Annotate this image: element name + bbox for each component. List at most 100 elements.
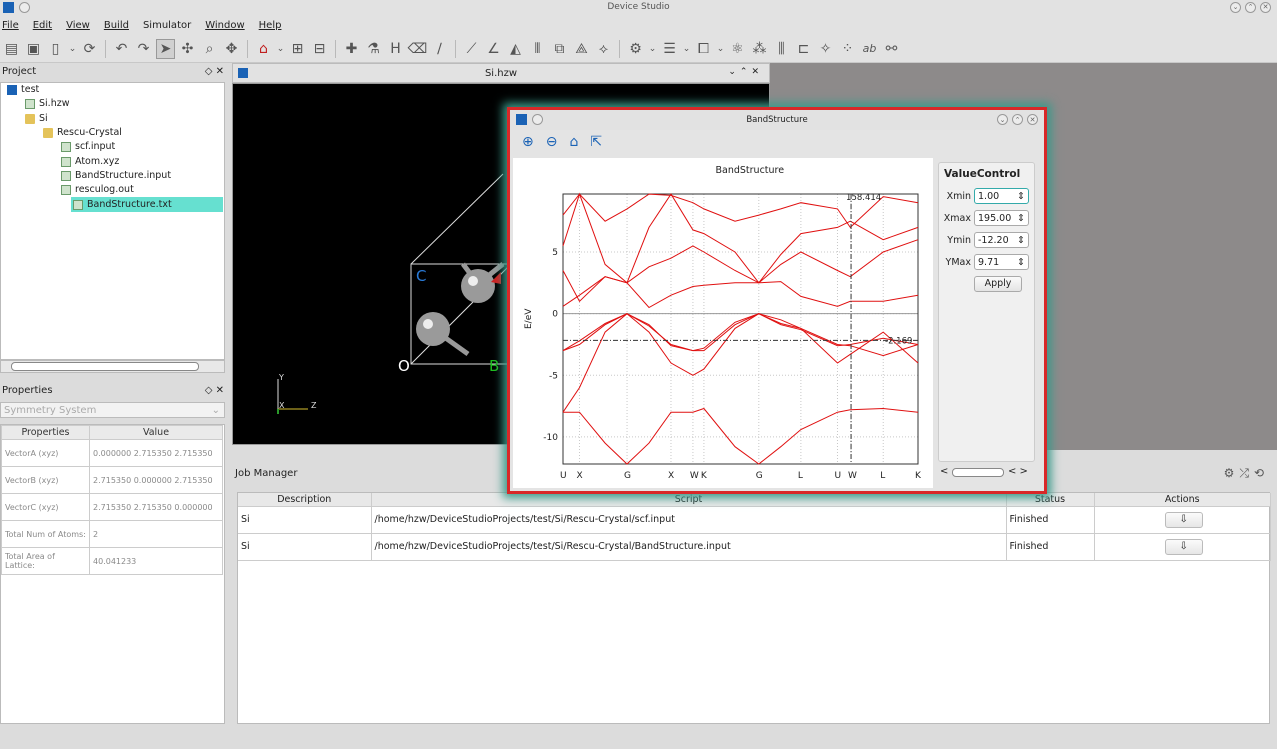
grid-view-icon[interactable]: ⊞	[291, 40, 304, 57]
maximize-button[interactable]: ⌃	[1245, 2, 1256, 13]
zoom-icon[interactable]: ⌕	[205, 40, 214, 57]
close-button[interactable]: ✕	[1027, 114, 1038, 125]
symmetry-dropdown[interactable]: Symmetry System ⌄	[0, 402, 225, 418]
measure-icon[interactable]: ⟋	[466, 40, 477, 57]
minimize-button[interactable]: ⌄	[1230, 2, 1241, 13]
refresh-icon[interactable]: ⟳	[83, 40, 96, 57]
scroll-left-icon[interactable]: <	[940, 466, 949, 477]
dropdown-arrow-icon[interactable]: ⌄	[682, 43, 691, 54]
tree-item[interactable]: test	[1, 83, 224, 97]
zoom-out-icon[interactable]: ⊖	[545, 134, 558, 150]
hydrogen-icon[interactable]: H	[390, 40, 401, 57]
panel-float-close-icon[interactable]: ◇ ✕	[204, 384, 224, 396]
box-icon[interactable]: ⧠	[697, 40, 710, 57]
si-atom[interactable]	[416, 312, 450, 346]
home-icon[interactable]: ⌂	[259, 40, 268, 57]
control-hscrollbar[interactable]: < < >	[938, 466, 1035, 480]
xmin-spinbox[interactable]: 1.00 ⇕	[974, 188, 1029, 204]
cluster-icon[interactable]: ⁂	[752, 40, 767, 57]
menu-file[interactable]: File	[2, 20, 19, 31]
device-icon[interactable]: ⊏	[797, 40, 810, 57]
job-manager-tools-icon[interactable]: ⚙⤮⟲	[1223, 466, 1269, 480]
menu-build[interactable]: Build	[103, 20, 129, 31]
grid-alt-icon[interactable]: ⊟	[313, 40, 326, 57]
dots-icon[interactable]: ⁘	[841, 40, 854, 57]
link-icon[interactable]: ⚯	[885, 40, 898, 57]
tree-item[interactable]: Rescu-Crystal	[1, 126, 224, 140]
zoom-in-icon[interactable]: ⊕	[522, 134, 534, 150]
bond-icon[interactable]: ∕	[437, 40, 442, 57]
menu-view[interactable]: View	[66, 20, 90, 31]
menu-edit[interactable]: Edit	[32, 20, 53, 31]
scroll-thumb[interactable]	[11, 362, 199, 371]
dropdown-arrow-icon[interactable]: ⌄	[716, 43, 725, 54]
tree-item[interactable]: scf.input	[1, 140, 224, 154]
open-icon[interactable]: ▤	[4, 40, 19, 57]
ymin-spinbox[interactable]: -12.20 ⇕	[974, 232, 1029, 248]
window-menu-icon[interactable]	[532, 114, 543, 125]
scroll-right-icon[interactable]: < >	[1008, 466, 1028, 477]
atom-tool-icon[interactable]: ⚗	[367, 40, 380, 57]
tree-item[interactable]: BandStructure.input	[1, 169, 224, 183]
mirror-icon[interactable]: ◭	[510, 40, 521, 57]
job-row[interactable]: Si/home/hzw/DeviceStudioProjects/test/Si…	[238, 506, 1271, 534]
lattice-icon[interactable]: ⚙	[629, 40, 642, 57]
minimize-button[interactable]: ⌄	[997, 114, 1008, 125]
save-icon[interactable]: ▣	[26, 40, 41, 57]
spin-icon[interactable]: ⇕	[1017, 256, 1025, 268]
label-icon[interactable]: ab	[862, 42, 877, 55]
angle-icon[interactable]: ∠	[487, 40, 500, 57]
export-icon[interactable]: ⇱	[590, 134, 603, 150]
panel-float-close-icon[interactable]: ◇ ✕	[204, 65, 224, 77]
menu-simulator[interactable]: Simulator	[142, 20, 192, 31]
menu-window[interactable]: Window	[205, 20, 245, 31]
symmetry-icon[interactable]: ⫴	[534, 40, 541, 57]
job-row[interactable]: Si/home/hzw/DeviceStudioProjects/test/Si…	[238, 533, 1271, 561]
tree-item[interactable]: Si.hzw	[1, 97, 224, 111]
crystal-icon[interactable]: ⟡	[598, 40, 609, 57]
undo-icon[interactable]: ↶	[115, 40, 128, 57]
scroll-thumb[interactable]	[952, 468, 1004, 477]
spin-icon[interactable]: ⇕	[1017, 190, 1025, 202]
window-menu-icon[interactable]	[19, 2, 30, 13]
interface-icon[interactable]: ⫼	[778, 40, 785, 57]
new-file-icon[interactable]: ▯	[51, 40, 60, 57]
download-button[interactable]: ⇩	[1164, 538, 1203, 555]
viewer-window-controls[interactable]: ⌄⌃✕	[728, 67, 763, 77]
spin-icon[interactable]: ⇕	[1017, 234, 1025, 246]
eraser-icon[interactable]: ⌫	[407, 40, 428, 57]
download-button[interactable]: ⇩	[1164, 511, 1203, 528]
move-icon[interactable]: ✥	[225, 40, 238, 57]
dropdown-arrow-icon[interactable]: ⌄	[648, 43, 657, 54]
layer-icon[interactable]: ☰	[663, 40, 676, 57]
script-header[interactable]: Script	[371, 493, 1007, 507]
dropdown-arrow-icon[interactable]: ⌄	[68, 43, 77, 54]
project-hscrollbar[interactable]	[0, 360, 225, 373]
si-atom[interactable]	[461, 269, 495, 303]
apply-button[interactable]: Apply	[974, 276, 1022, 292]
close-button[interactable]: ✕	[1260, 2, 1271, 13]
spin-icon[interactable]: ⇕	[1017, 212, 1025, 224]
redo-icon[interactable]: ↷	[137, 40, 150, 57]
dropdown-arrow-icon[interactable]: ⌄	[276, 43, 285, 54]
tree-item[interactable]: BandStructure.txt	[71, 197, 223, 212]
menu-help[interactable]: Help	[258, 20, 282, 31]
tree-item[interactable]: resculog.out	[1, 183, 224, 197]
cell-icon[interactable]: ✧	[819, 40, 832, 57]
tree-item[interactable]: Si	[1, 112, 224, 126]
rotate-icon[interactable]: ✣	[181, 40, 194, 57]
xmax-spinbox[interactable]: 195.00 ⇕	[974, 210, 1029, 226]
home-icon[interactable]: ⌂	[569, 134, 579, 150]
status-header[interactable]: Status	[1006, 493, 1095, 507]
supercell-icon[interactable]: ⧉	[554, 40, 565, 57]
tree-item[interactable]: Atom.xyz	[1, 154, 224, 168]
select-arrow-icon[interactable]: ➤	[156, 38, 175, 59]
ymax-spinbox[interactable]: 9.71 ⇕	[974, 254, 1029, 270]
molecule-icon[interactable]: ⚛	[731, 40, 744, 57]
cleave-icon[interactable]: ⟁	[575, 40, 588, 57]
description-header[interactable]: Description	[238, 493, 372, 507]
actions-header[interactable]: Actions	[1094, 493, 1271, 507]
maximize-button[interactable]: ⌃	[1012, 114, 1023, 125]
add-atom-icon[interactable]: ✚	[345, 40, 358, 57]
